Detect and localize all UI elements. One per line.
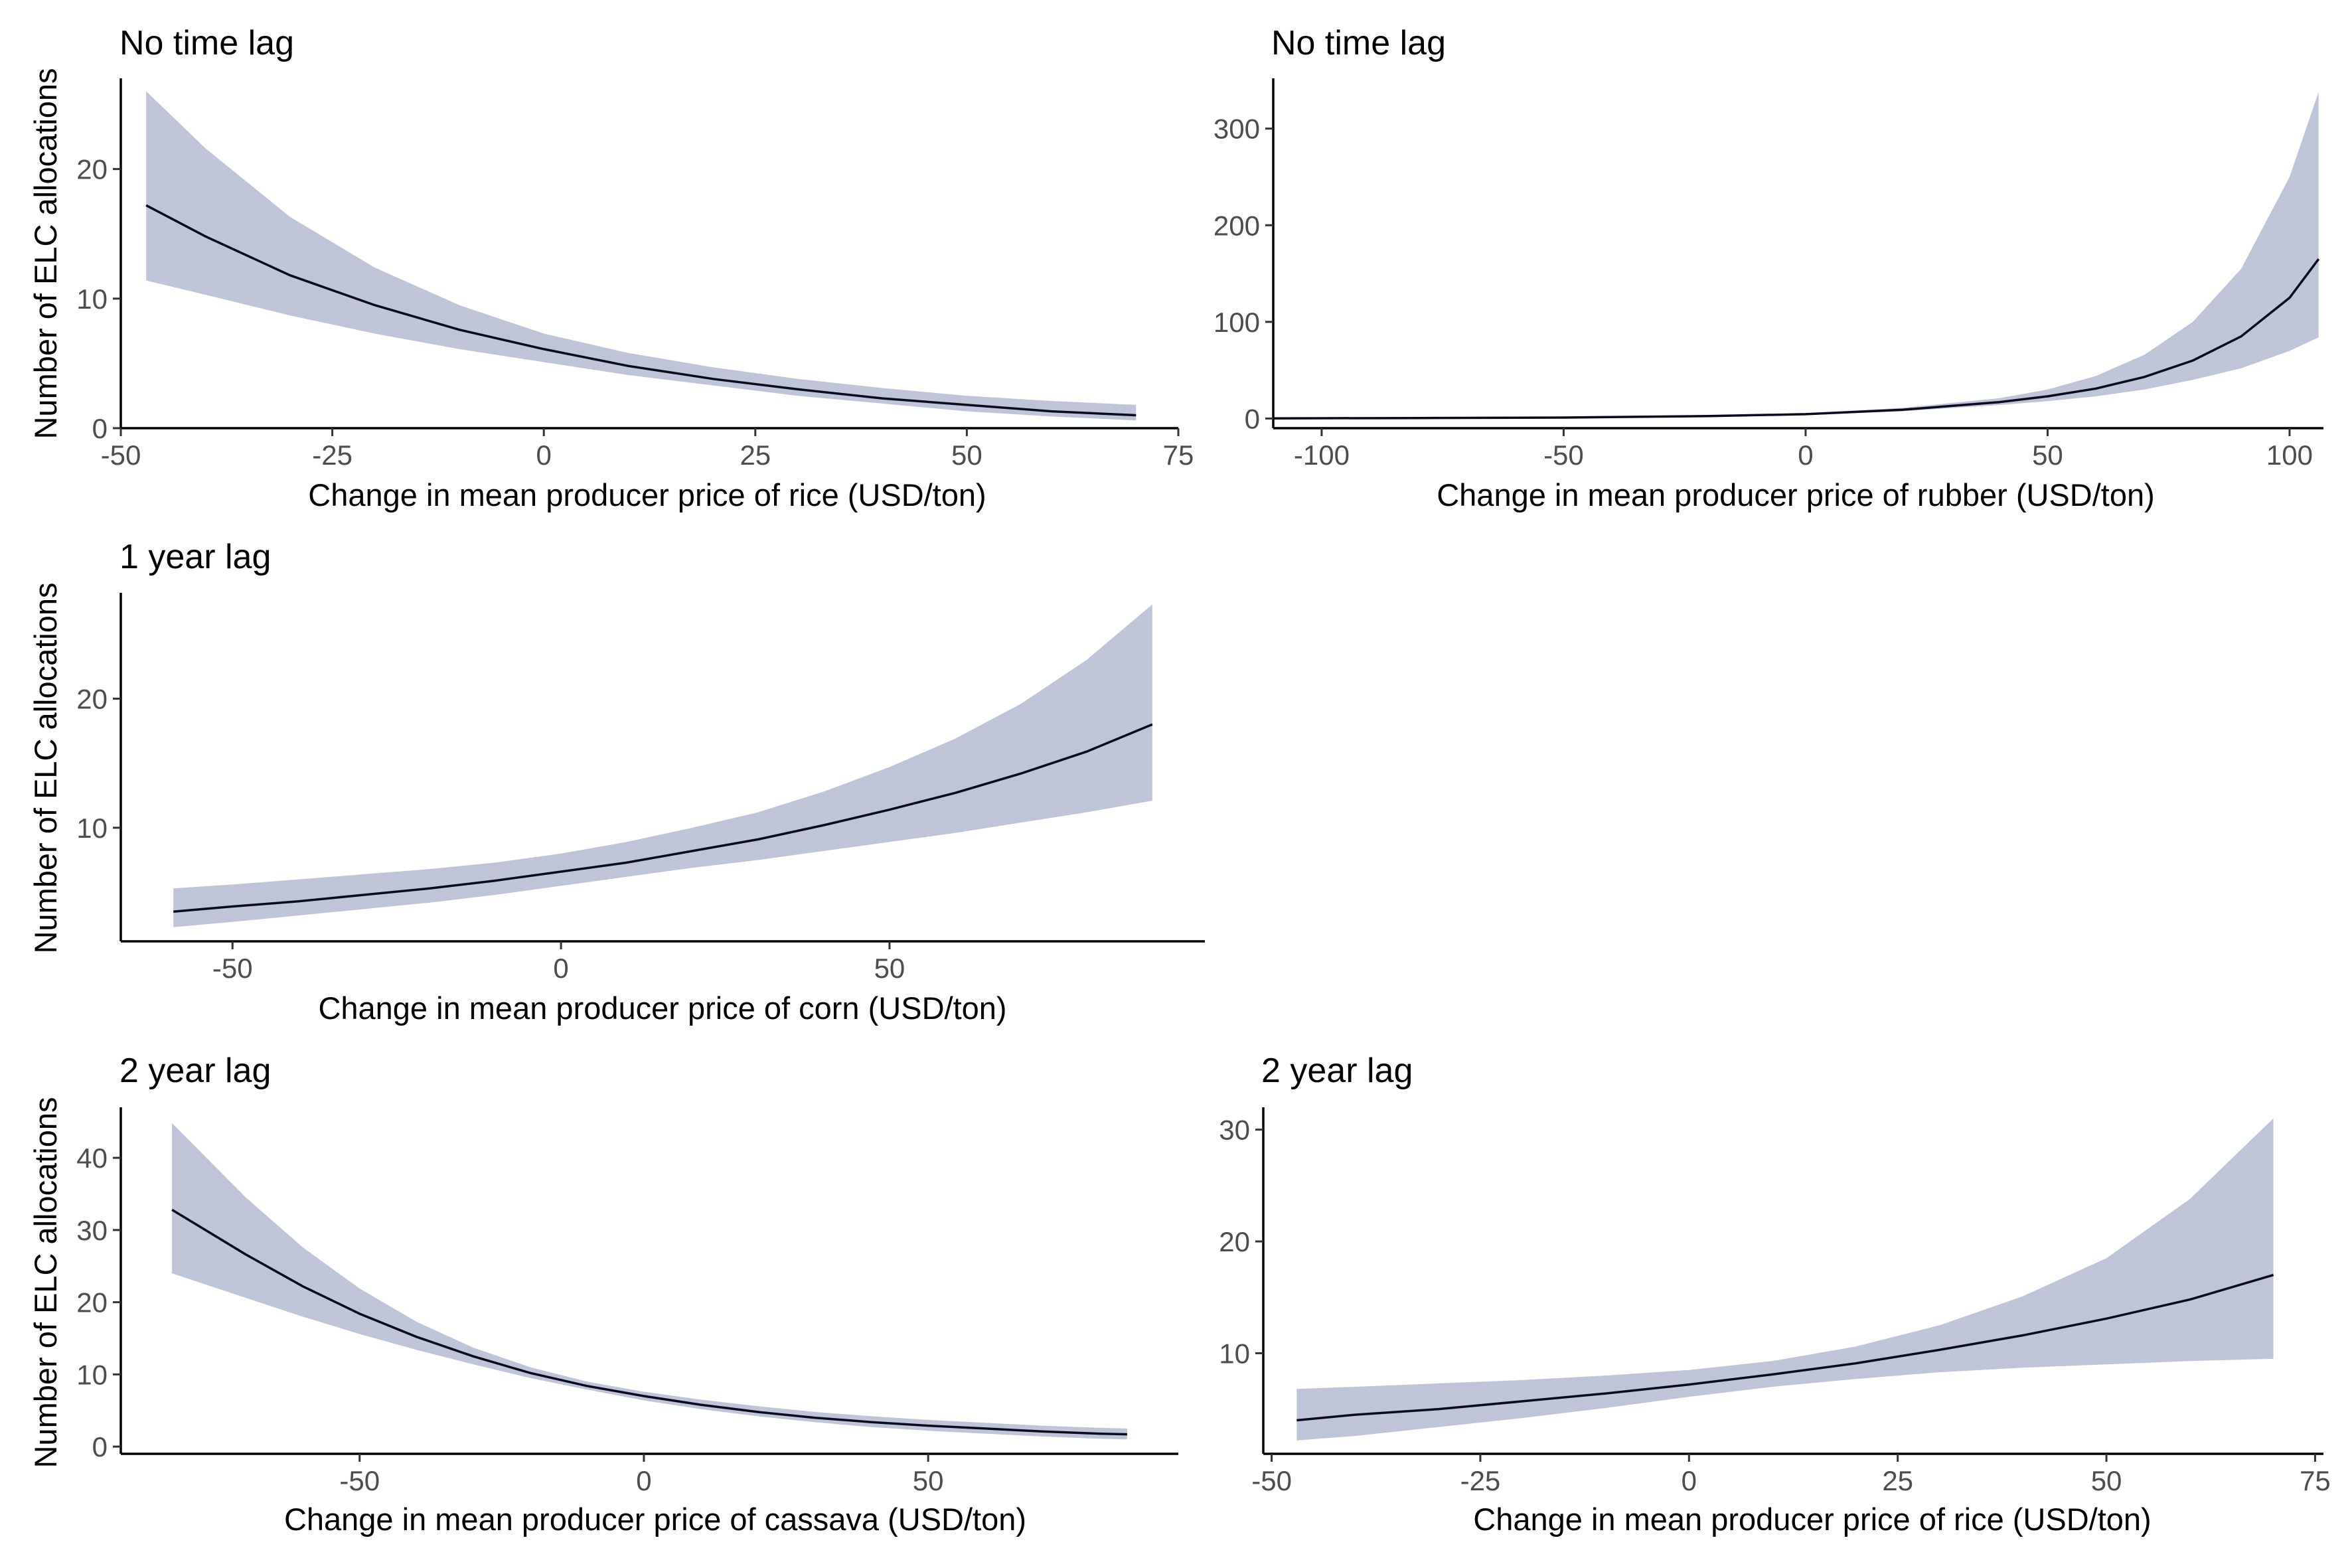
x-tick-label: 100 [2266, 439, 2313, 471]
x-tick-label: -25 [312, 439, 353, 471]
x-axis-label: Change in mean producer price of rice (U… [308, 477, 986, 512]
fitted-line [171, 1208, 1127, 1436]
x-tick-label: -50 [1543, 439, 1584, 471]
x-tick-label: 50 [913, 1465, 944, 1496]
panel-rice-2yr-lag: -50 -25 0 25 50 75 10 20 30 2 year lag Change in m… [1219, 1052, 2331, 1537]
panel-cassava-2yr-lag: -50 0 50 0 10 20 30 40 2 year lag Change in mean … [28, 1052, 1178, 1537]
confidence-band [1273, 92, 2319, 419]
x-tick-label: 50 [951, 439, 982, 471]
y-axis-label: Number of ELC allocations [28, 1097, 63, 1468]
x-tick-label: 0 [1798, 439, 1813, 471]
panel-corn-1yr-lag: -50 0 50 10 20 1 year lag Change in mean produ… [28, 538, 1205, 1026]
fitted-line [145, 204, 1137, 417]
y-tick-label: 30 [76, 1215, 108, 1246]
y-tick-label: 10 [1219, 1338, 1250, 1369]
panel-title: 1 year lag [119, 538, 271, 576]
y-tick-label: 10 [76, 813, 108, 844]
x-tick-label: -50 [339, 1465, 380, 1496]
x-tick-label: 75 [1163, 439, 1194, 471]
y-axis-label: Number of ELC allocations [28, 582, 63, 953]
confidence-band [1296, 1118, 2274, 1441]
y-tick-label: 20 [76, 1287, 108, 1318]
confidence-band [173, 604, 1152, 927]
x-tick-label: -50 [212, 953, 253, 984]
x-tick-label: -100 [1294, 439, 1350, 471]
y-tick-label: 10 [76, 283, 108, 315]
x-tick-label: 25 [740, 439, 771, 471]
fitted-line [1273, 258, 2320, 420]
y-tick-label: 300 [1214, 114, 1260, 145]
x-tick-label: 50 [2091, 1465, 2122, 1496]
x-tick-label: 50 [2032, 439, 2063, 471]
x-axis-label: Change in mean producer price of cassava… [284, 1502, 1026, 1537]
x-axis-label: Change in mean producer price of corn (U… [318, 990, 1006, 1026]
fitted-line [173, 723, 1153, 913]
x-tick-label: 25 [1882, 1465, 1913, 1496]
y-tick-label: 20 [76, 683, 108, 714]
x-tick-label: 0 [1682, 1465, 1697, 1496]
y-tick-label: 40 [76, 1142, 108, 1174]
x-tick-label: 0 [553, 953, 568, 984]
y-tick-label: 200 [1214, 210, 1260, 241]
y-tick-label: 0 [92, 1431, 108, 1462]
x-tick-label: -50 [101, 439, 141, 471]
panel-title: No time lag [1271, 24, 1446, 62]
y-tick-label: 0 [92, 413, 108, 444]
confidence-band [172, 1123, 1127, 1440]
y-tick-label: 10 [76, 1359, 108, 1390]
x-tick-label: -50 [1251, 1465, 1292, 1496]
x-tick-label: 50 [874, 953, 905, 984]
panel-title: 2 year lag [119, 1052, 271, 1090]
panel-title: 2 year lag [1261, 1052, 1413, 1090]
x-tick-label: 0 [636, 1465, 651, 1496]
y-tick-label: 30 [1219, 1115, 1250, 1146]
confidence-band [146, 91, 1137, 421]
panel-title: No time lag [119, 24, 294, 62]
y-axis-label: Number of ELC allocations [28, 68, 63, 439]
x-axis-label: Change in mean producer price of rubber … [1437, 477, 2155, 512]
panel-rubber-no-lag: -100 -50 0 50 100 0 100 200 300 No time lag Change… [1214, 24, 2323, 512]
x-tick-label: 75 [2300, 1465, 2331, 1496]
y-tick-label: 20 [76, 154, 108, 185]
panel-rice-no-lag: -50 -25 0 25 50 75 0 10 20 No time lag Change in m… [28, 24, 1194, 512]
x-tick-label: -25 [1460, 1465, 1501, 1496]
y-tick-label: 0 [1245, 403, 1260, 434]
fitted-line [1296, 1273, 2274, 1422]
y-tick-label: 100 [1214, 307, 1260, 338]
x-axis-label: Change in mean producer price of rice (U… [1473, 1502, 2151, 1537]
y-tick-label: 20 [1219, 1226, 1250, 1257]
x-tick-label: 0 [536, 439, 552, 471]
